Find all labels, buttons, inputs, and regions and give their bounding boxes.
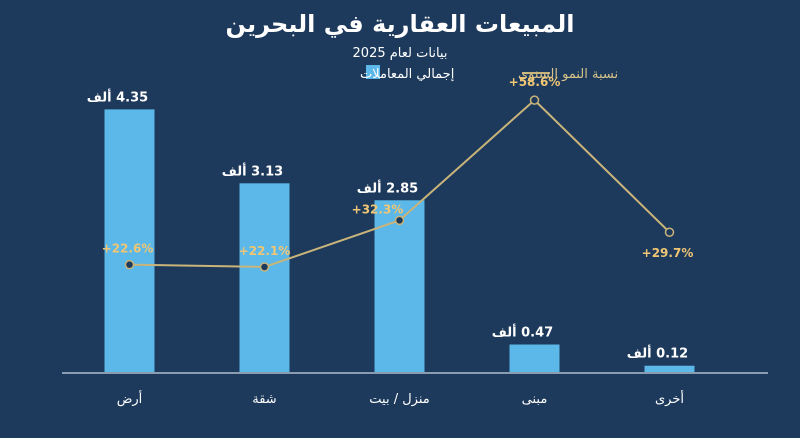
growth-point bbox=[664, 227, 675, 237]
legend-bar-label: إجمالي المعاملات bbox=[360, 67, 454, 82]
growth-value-label: +58.6% bbox=[509, 75, 561, 89]
bar bbox=[644, 365, 695, 373]
bar-value-label: 0.47 ألف bbox=[492, 324, 553, 341]
bar bbox=[239, 183, 290, 373]
legend-bar-swatch bbox=[366, 65, 380, 79]
x-tick-label: مبنى bbox=[522, 392, 548, 407]
growth-value-label: +22.6% bbox=[102, 242, 154, 256]
growth-point bbox=[259, 262, 270, 272]
growth-point bbox=[124, 259, 135, 270]
x-tick-labels: أرض شقة منزل / بيت مبنى أخرى bbox=[117, 390, 684, 407]
bar bbox=[509, 344, 560, 373]
bar-value-label: 0.12 ألف bbox=[627, 345, 688, 362]
x-tick-label: أخرى bbox=[655, 390, 684, 407]
growth-value-label: +22.1% bbox=[239, 244, 291, 258]
growth-point bbox=[394, 215, 405, 226]
growth-value-label: +29.7% bbox=[642, 246, 694, 260]
growth-value-label: +32.3% bbox=[352, 202, 404, 216]
growth-line-group: +22.6% +22.1% +32.3% +58.6% +29.7% bbox=[102, 75, 694, 272]
bar bbox=[104, 109, 155, 373]
bar-value-label: 2.85 ألف bbox=[357, 179, 418, 196]
bars-group: 4.35 ألف 3.13 ألف 2.85 ألف 0.47 ألف 0.12 ألف bbox=[87, 88, 695, 373]
legend: نسبة النمو السنوي إجمالي المعاملات bbox=[360, 65, 618, 82]
legend-line-label: نسبة النمو السنوي bbox=[518, 67, 618, 82]
x-tick-label: شقة bbox=[252, 392, 276, 407]
chart-title: المبيعات العقارية في البحرين bbox=[226, 10, 575, 38]
bar-value-label: 3.13 ألف bbox=[222, 162, 283, 179]
growth-point bbox=[529, 95, 540, 105]
bar bbox=[374, 200, 425, 373]
bar-value-label: 4.35 ألف bbox=[87, 88, 148, 105]
x-tick-label: منزل / بيت bbox=[369, 392, 429, 407]
x-tick-label: أرض bbox=[117, 390, 143, 407]
chart-subtitle: بيانات لعام 2025 bbox=[353, 46, 448, 61]
